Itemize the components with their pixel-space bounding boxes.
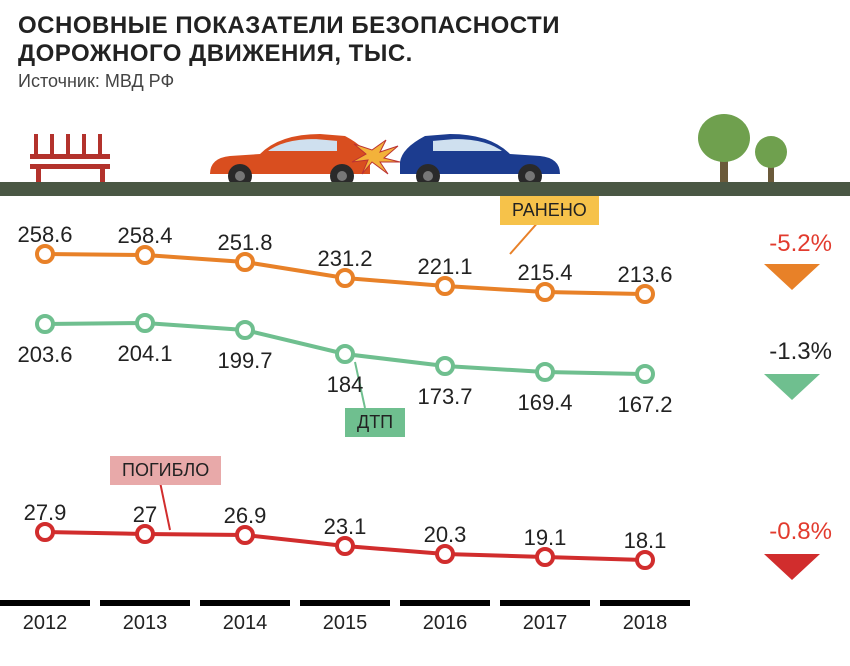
x-axis-label-2018: 2018 [623,612,668,635]
injured-value-2015: 231.2 [317,246,372,272]
injured-arrow-down-icon [764,264,820,290]
deaths-arrow-down-icon [764,554,820,580]
deaths-value-2015: 23.1 [324,514,367,540]
injured-pct-change: -5.2% [769,230,832,258]
deaths-value-2012: 27.9 [24,500,67,526]
x-axis-tick [500,600,590,606]
accidents-value-2016: 173.7 [417,384,472,410]
chart-title: ОСНОВНЫЕ ПОКАЗАТЕЛИ БЕЗОПАСНОСТИ ДОРОЖНО… [18,12,832,67]
x-axis-tick [100,600,190,606]
x-axis-tick [300,600,390,606]
injured-value-2017: 215.4 [517,260,572,286]
chart-source: Источник: МВД РФ [18,71,832,92]
x-axis-tick [0,600,90,606]
accidents-value-2015: 184 [327,372,364,398]
header: ОСНОВНЫЕ ПОКАЗАТЕЛИ БЕЗОПАСНОСТИ ДОРОЖНО… [0,0,850,96]
deaths-value-2016: 20.3 [424,522,467,548]
deaths-value-2017: 19.1 [524,525,567,551]
accidents-value-2014: 199.7 [217,348,272,374]
injured-value-2014: 251.8 [217,230,272,256]
deaths-pct-change: -0.8% [769,518,832,546]
accidents-value-2018: 167.2 [617,392,672,418]
x-axis-tick [200,600,290,606]
injured-value-2018: 213.6 [617,262,672,288]
road [0,182,850,196]
deaths-value-2018: 18.1 [624,528,667,554]
deaths-value-2014: 26.9 [224,503,267,529]
x-axis-tick [400,600,490,606]
deaths-tag: ПОГИБЛО [110,456,221,485]
x-axis-label-2013: 2013 [123,612,168,635]
injured-value-2013: 258.4 [117,223,172,249]
accidents-value-2017: 169.4 [517,390,572,416]
accidents-value-2013: 204.1 [117,341,172,367]
x-axis: 2012 2013 2014 2015 2016 2017 2018 [0,600,850,642]
x-axis-label-2016: 2016 [423,612,468,635]
injured-tag: РАНЕНО [500,196,599,225]
x-axis-label-2017: 2017 [523,612,568,635]
accidents-tag: ДТП [345,408,405,437]
x-axis-label-2012: 2012 [23,612,68,635]
x-axis-label-2015: 2015 [323,612,368,635]
injured-value-2016: 221.1 [417,254,472,280]
accidents-value-2012: 203.6 [17,342,72,368]
illustration [0,104,850,196]
injured-value-2012: 258.6 [17,222,72,248]
x-axis-label-2014: 2014 [223,612,268,635]
x-axis-tick [600,600,690,606]
deaths-value-2013: 27 [133,502,157,528]
accidents-pct-change: -1.3% [769,338,832,366]
title-line-2: ДОРОЖНОГО ДВИЖЕНИЯ, ТЫС. [18,40,832,68]
title-line-1: ОСНОВНЫЕ ПОКАЗАТЕЛИ БЕЗОПАСНОСТИ [18,12,832,40]
chart-area: 2012 2013 2014 2015 2016 2017 2018 258.6 258.4 2… [0,202,850,642]
accidents-arrow-down-icon [764,374,820,400]
